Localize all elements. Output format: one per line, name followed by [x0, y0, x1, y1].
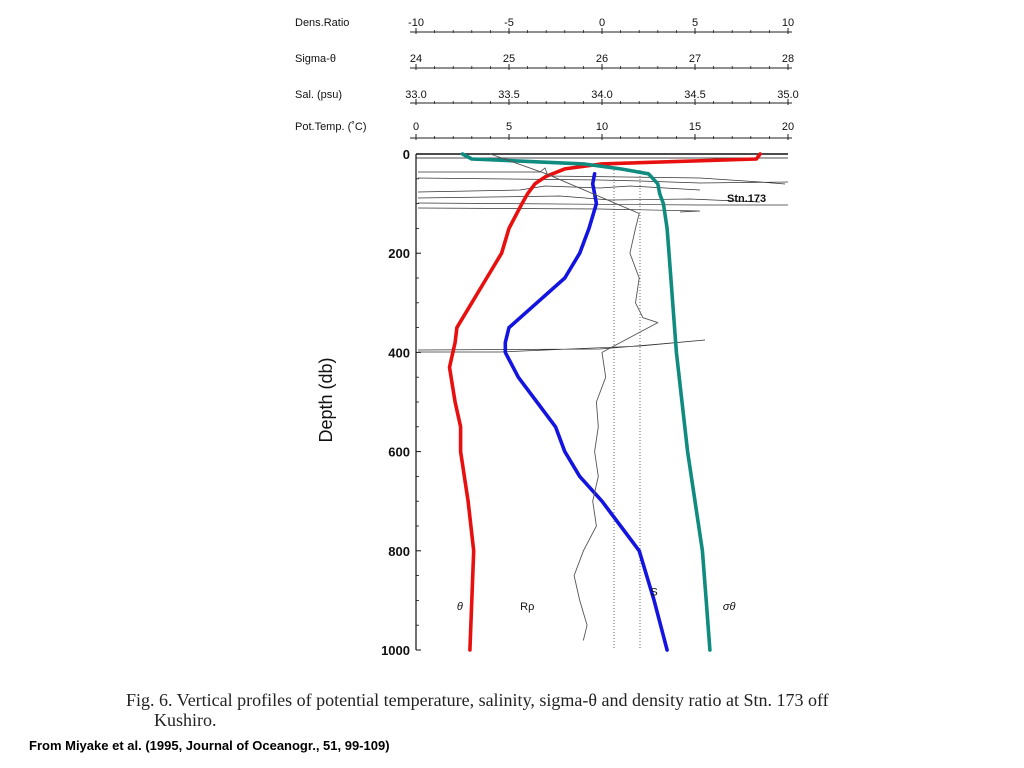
top-axis-tick-label: 33.5 — [498, 89, 519, 101]
depth-tick-label: 400 — [388, 345, 410, 360]
depth-tick-label: 600 — [388, 445, 410, 460]
top-axis-tick-label: 24 — [410, 53, 422, 65]
top-axis-tick-label: 34.5 — [684, 89, 705, 101]
caption-line-1: Fig. 6. Vertical profiles of potential t… — [126, 690, 829, 710]
fine-structure-line — [418, 167, 786, 185]
fine-structure-line — [417, 339, 706, 353]
top-axis-tick-label: 10 — [596, 121, 608, 133]
figure-caption: Fig. 6. Vertical profiles of potential t… — [126, 690, 1006, 730]
top-axis-tick-label: 25 — [503, 53, 515, 65]
series-label: S — [650, 586, 657, 598]
top-axis-name: Sal. (psu) — [295, 89, 342, 101]
depth-tick-label: 800 — [388, 544, 410, 559]
top-axis-name: Dens.Ratio — [295, 17, 349, 29]
depth-tick-label: 200 — [388, 246, 410, 261]
depth-tick-label: 0 — [403, 147, 410, 162]
top-axis-tick-label: 35.0 — [777, 89, 798, 101]
top-axis-tick-label: 10 — [782, 17, 794, 29]
station-label: Stn.173 — [727, 193, 766, 205]
top-axis-name: Pot.Temp. (˚C) — [295, 121, 367, 133]
series-line — [489, 153, 659, 641]
depth-tick-label: 1000 — [381, 643, 410, 658]
top-axis-tick-label: 28 — [782, 53, 794, 65]
top-axis-tick-label: 0 — [413, 121, 419, 133]
fine-structure-traces — [417, 167, 789, 353]
top-axis-tick-label: 15 — [689, 121, 701, 133]
top-axis-tick-label: -5 — [504, 17, 514, 29]
profile-series — [447, 152, 762, 652]
top-axis-tick-label: 5 — [692, 17, 698, 29]
top-axis-tick-label: 5 — [506, 121, 512, 133]
top-axis-tick-label: 26 — [596, 53, 608, 65]
profile-figure: Dens.Ratio -10 -5 0 5 10 Sigma-θ 24 25 26 27 28 Sal.… — [295, 17, 799, 658]
fine-structure-line — [417, 207, 701, 213]
series-line — [447, 152, 762, 652]
fine-structure-line — [417, 195, 761, 203]
top-axis-name: Sigma-θ — [295, 53, 336, 65]
series-line — [460, 152, 712, 652]
caption-line-2: Kushiro. — [154, 710, 217, 730]
top-axis-tick-label: 34.0 — [591, 89, 612, 101]
fine-structure-line — [417, 202, 788, 206]
top-axis-tick-label: 20 — [782, 121, 794, 133]
depth-axis: 0 200 400 600 800 1000 — [381, 147, 421, 658]
top-axis-tick-label: 33.0 — [405, 89, 426, 101]
top-axis-tick-label: 27 — [689, 53, 701, 65]
series-line — [503, 172, 669, 652]
series-label: θ — [457, 601, 463, 613]
series-label: Rρ — [520, 601, 534, 613]
source-citation: From Miyake et al. (1995, Journal of Oce… — [29, 738, 390, 753]
top-axis-tick-label: -10 — [408, 17, 424, 29]
fine-structure-line — [417, 185, 701, 193]
top-axis-tick-label: 0 — [599, 17, 605, 29]
y-axis-label: Depth (db) — [316, 357, 336, 442]
series-labels: θ Rρ Sσθ — [457, 586, 736, 613]
series-label: σθ — [723, 601, 736, 613]
top-axes: Dens.Ratio -10 -5 0 5 10 Sigma-θ 24 25 26 27 28 Sal.… — [295, 17, 799, 140]
